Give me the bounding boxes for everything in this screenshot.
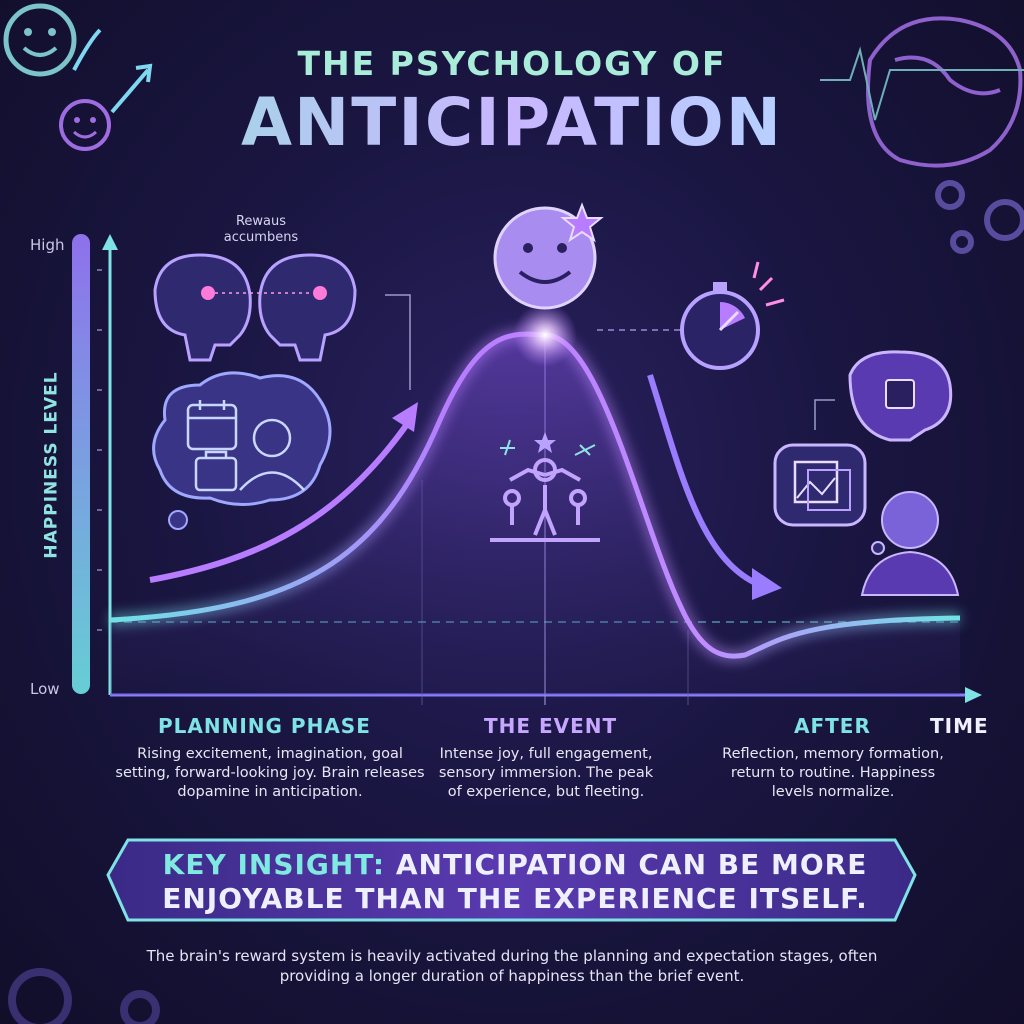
star-icon [560, 202, 604, 243]
x-axis-title: TIME [930, 714, 989, 738]
calendar-icon [186, 400, 238, 451]
x-axis-arrow [965, 687, 982, 703]
phase-title-planning: PLANNING PHASE [158, 714, 371, 738]
thought-bubble [152, 371, 332, 530]
celebration-icon [490, 439, 600, 542]
footnote-text: The brain's reward system is heavily act… [146, 947, 878, 985]
phase-description-after: Reflection, memory formation, return to … [722, 746, 944, 800]
nucleus-dot [313, 286, 327, 300]
happiness-area [110, 334, 960, 695]
person-icon [239, 418, 305, 491]
phase-title-event: THE EVENT [484, 714, 618, 738]
smiley-face-icon [59, 99, 111, 151]
chip-brain-icon [848, 350, 953, 442]
star-icon [534, 432, 556, 453]
happiness-scale-bar [72, 234, 90, 694]
key-insight-text: KEY INSIGHT: ANTICIPATION CAN BE MORE EN… [125, 848, 905, 916]
title-line-1: THE PSYCHOLOGY OF [297, 44, 727, 83]
brain-icon [820, 16, 1024, 168]
happiness-curve [109, 331, 961, 659]
title-line-2: ANTICIPATION [0, 84, 1024, 161]
phase-title-after: AFTER [794, 714, 871, 738]
smiley-face-icon [3, 3, 77, 77]
nucleus-dot [201, 286, 215, 300]
person-icon [860, 491, 960, 596]
y-axis-low-label: Low [30, 680, 60, 698]
photo-icon [773, 443, 885, 555]
phase-description-event: Intense joy, full engagement, sensory im… [438, 746, 654, 800]
gear-icon [8, 968, 160, 1024]
y-axis-arrow [102, 234, 118, 250]
rising-arrow [149, 418, 413, 583]
y-axis-high-label: High [30, 236, 65, 254]
brain-icon [153, 253, 357, 362]
suitcase-icon [194, 450, 238, 492]
arrow-up-icon [72, 28, 153, 114]
phase-description-planning: Rising excitement, imagination, goal set… [115, 746, 425, 800]
key-insight-body: ANTICIPATION CAN BE MORE ENJOYABLE THAN … [162, 848, 868, 915]
brain-region-label: Rewaus accumbens [223, 214, 299, 245]
stopwatch-icon [680, 261, 785, 370]
falling-arrow [647, 374, 762, 588]
smiley-face-icon [493, 206, 597, 310]
gear-icon [935, 180, 1024, 254]
y-axis-title: HAPPINESS LEVEL [41, 371, 62, 559]
key-insight-prefix: KEY INSIGHT: [162, 848, 386, 881]
peak-glow [513, 303, 577, 367]
